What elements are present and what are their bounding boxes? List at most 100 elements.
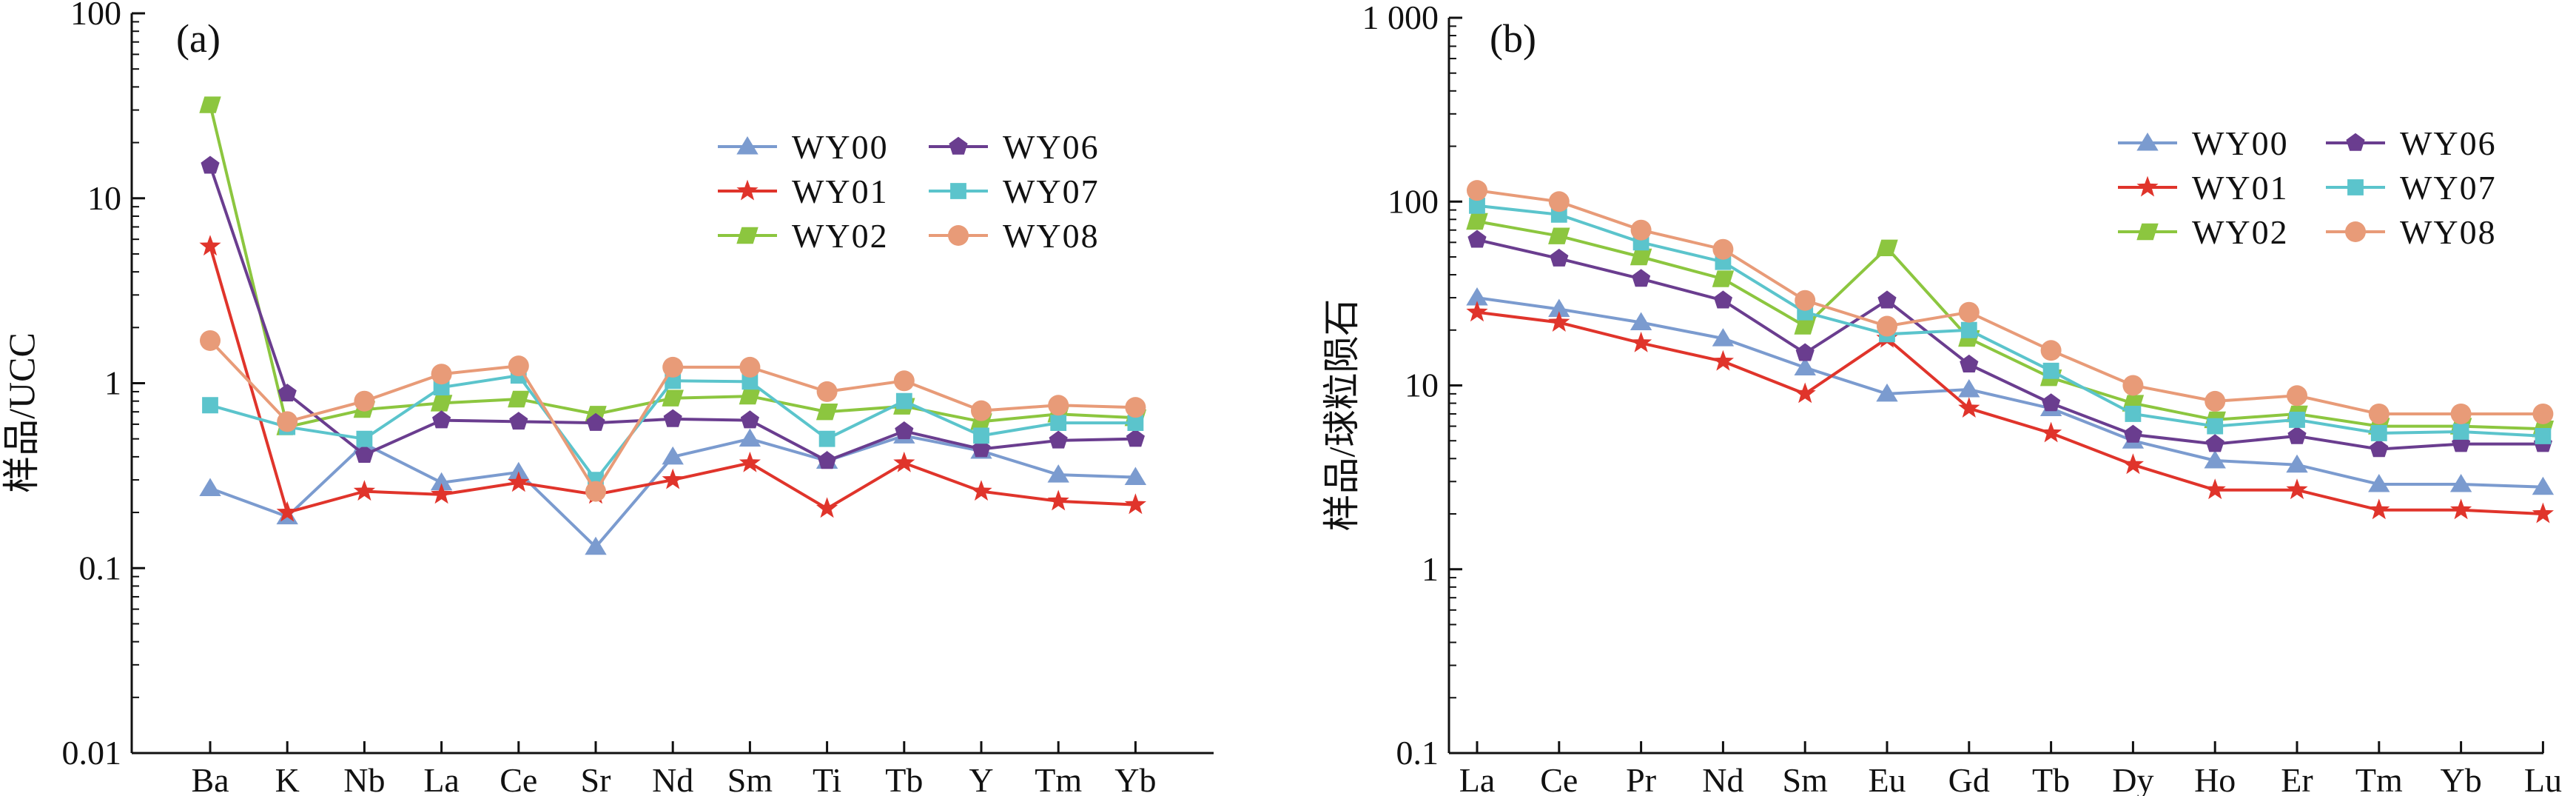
- data-point-WY02: [508, 390, 530, 408]
- data-point-WY01: [276, 501, 298, 522]
- data-point-WY01: [199, 235, 221, 256]
- data-point-WY01: [2450, 498, 2472, 520]
- x-tick-label: Ti: [813, 761, 841, 796]
- data-point-WY07: [2452, 424, 2469, 440]
- legend-label: WY01: [2192, 169, 2289, 207]
- data-point-WY00: [1630, 312, 1652, 330]
- data-point-WY07: [356, 430, 373, 447]
- data-point-WY01: [893, 451, 915, 472]
- data-point-WY01: [2286, 478, 2308, 500]
- data-point-WY06: [2205, 434, 2224, 452]
- data-point-WY00: [1712, 328, 1735, 347]
- data-point-WY00: [2368, 473, 2390, 492]
- data-point-WY02: [815, 404, 838, 421]
- data-point-WY08: [1877, 315, 1897, 337]
- x-tick-label: Lu: [2524, 761, 2562, 796]
- x-tick-label: Y: [969, 761, 993, 796]
- data-point-WY02: [199, 96, 221, 113]
- data-point-WY07: [1050, 415, 1067, 431]
- data-point-WY08: [1712, 238, 1734, 260]
- legend-label: WY06: [1003, 128, 1100, 166]
- legend-marker: [950, 183, 966, 199]
- data-point-WY07: [2207, 418, 2224, 435]
- data-point-WY06: [432, 410, 451, 429]
- data-point-WY01: [1548, 311, 1570, 332]
- series-WY06: [201, 155, 1145, 469]
- data-point-WY00: [1794, 357, 1816, 375]
- x-tick-label: Ho: [2194, 761, 2236, 796]
- legend: WY00 WY01 WY02 WY06 WY07 WY08: [718, 128, 1100, 255]
- data-point-WY07: [665, 372, 682, 389]
- legend-label: WY06: [2400, 124, 2497, 162]
- x-tick-label: Sm: [1783, 761, 1829, 796]
- series-WY07: [1469, 197, 2552, 444]
- y-tick-label: 1 000: [1362, 0, 1439, 36]
- x-tick-label: La: [423, 761, 460, 796]
- data-point-WY01: [2532, 502, 2554, 524]
- data-point-WY08: [2532, 403, 2554, 424]
- data-point-WY01: [2204, 478, 2226, 500]
- x-tick-label: Yb: [1114, 761, 1156, 796]
- data-point-WY02: [662, 389, 684, 407]
- data-point-WY06: [1550, 248, 1569, 267]
- legend: WY00 WY01 WY02 WY06 WY07 WY08: [2118, 124, 2497, 251]
- legend-marker: [2345, 221, 2366, 242]
- data-point-WY07: [1960, 321, 1977, 338]
- data-point-WY00: [1047, 464, 1069, 483]
- y-tick-label: 1: [104, 364, 121, 402]
- data-point-WY07: [2042, 362, 2059, 379]
- data-point-WY01: [508, 471, 530, 492]
- series-line-WY02: [1476, 220, 2543, 431]
- x-tick-label: Tb: [2032, 761, 2070, 796]
- data-point-WY08: [431, 364, 452, 385]
- data-point-WY00: [1466, 287, 1488, 306]
- data-point-WY01: [816, 497, 838, 518]
- data-point-WY01: [1958, 397, 1980, 418]
- data-point-WY01: [431, 483, 453, 504]
- y-axis-title: 样品/球粒陨石: [1321, 299, 1362, 532]
- data-point-WY01: [662, 468, 684, 489]
- x-tick-label: Dy: [2112, 761, 2153, 796]
- data-point-WY08: [2368, 403, 2390, 424]
- data-point-WY00: [1958, 379, 1980, 398]
- y-axis-title: 样品/UCC: [1, 332, 42, 493]
- data-point-WY01: [1794, 382, 1816, 404]
- data-point-WY07: [202, 397, 218, 414]
- data-point-WY08: [1048, 395, 1069, 416]
- data-point-WY08: [200, 330, 221, 351]
- series-WY02: [1466, 213, 2555, 438]
- data-point-WY07: [2289, 412, 2305, 428]
- legend-marker: [948, 225, 969, 246]
- x-tick-label: K: [275, 761, 300, 796]
- legend-label: WY00: [792, 128, 889, 166]
- data-point-WY00: [1548, 298, 1570, 317]
- data-point-WY08: [893, 370, 915, 392]
- x-tick-label: Nd: [1702, 761, 1743, 796]
- data-point-WY06: [1049, 430, 1068, 449]
- data-point-WY08: [2205, 390, 2226, 412]
- panel-label: (b): [1490, 16, 1536, 61]
- data-point-WY00: [739, 428, 761, 447]
- data-point-WY00: [1876, 383, 1898, 402]
- data-point-WY08: [2450, 403, 2472, 424]
- data-point-WY02: [430, 395, 453, 412]
- y-tick-label: 1: [1422, 550, 1439, 588]
- data-point-WY07: [895, 392, 912, 409]
- data-point-WY02: [1466, 213, 1488, 230]
- legend-label: WY08: [2400, 213, 2497, 251]
- legend-marker: [736, 227, 759, 244]
- data-point-WY06: [740, 410, 759, 429]
- data-point-WY01: [970, 480, 992, 501]
- data-point-WY08: [1125, 397, 1146, 418]
- y-tick-label: 100: [70, 0, 121, 32]
- data-point-WY02: [739, 387, 761, 405]
- legend-label: WY02: [2192, 213, 2289, 251]
- data-point-WY06: [1795, 343, 1815, 361]
- x-tick-label: Nb: [343, 761, 385, 796]
- x-tick-label: Nd: [652, 761, 693, 796]
- data-point-WY08: [2040, 340, 2062, 361]
- data-point-WY00: [508, 461, 530, 481]
- y-tick-label: 100: [1388, 182, 1439, 220]
- series-WY00: [1466, 287, 2555, 495]
- data-point-WY06: [586, 412, 605, 431]
